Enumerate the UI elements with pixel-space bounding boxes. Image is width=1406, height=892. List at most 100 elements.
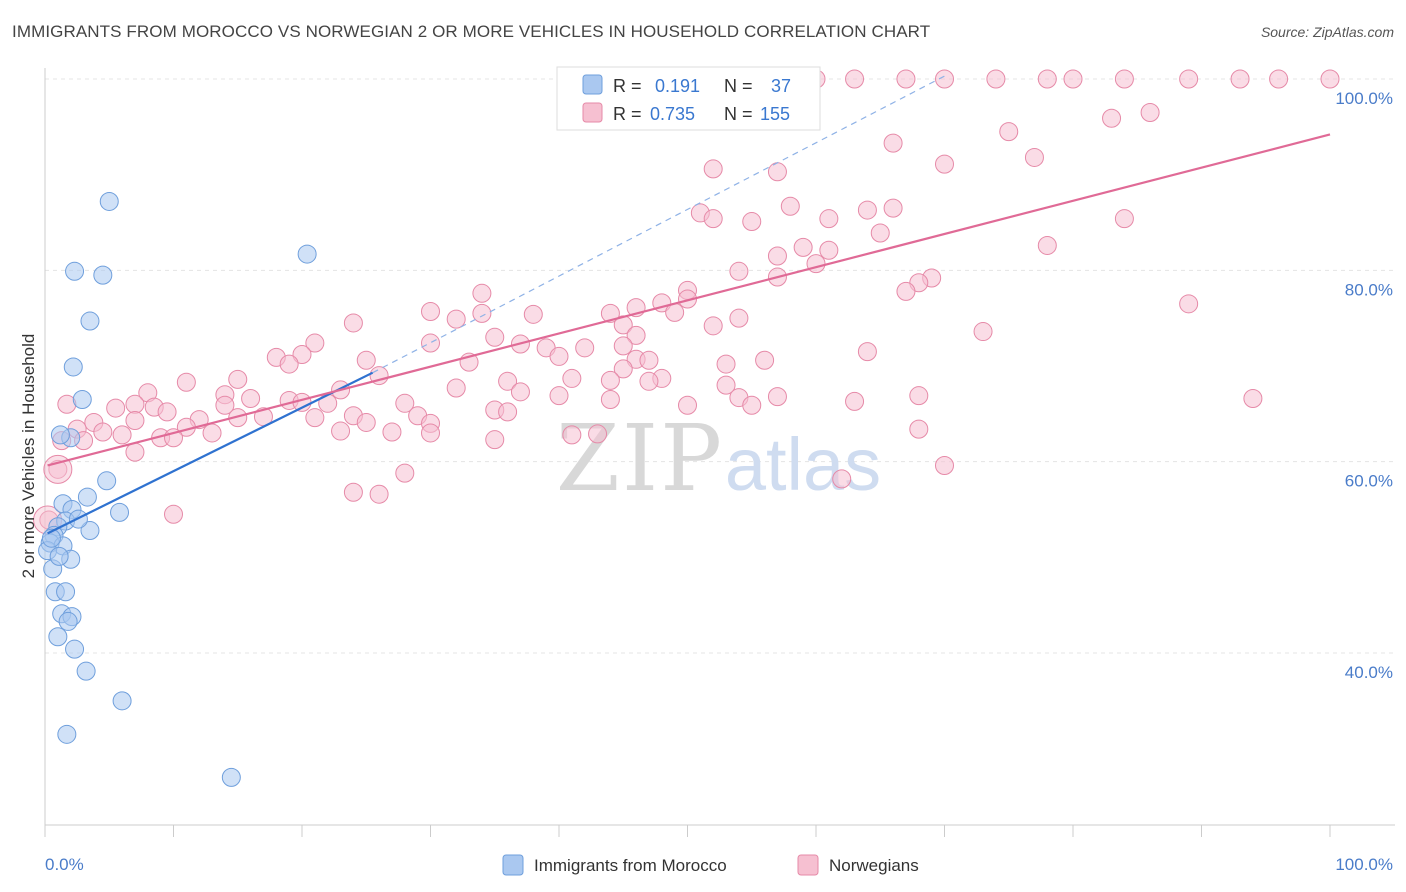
- norwegian-point: [176, 372, 196, 392]
- norwegian-point: [549, 346, 569, 366]
- norwegian-point: [1102, 108, 1122, 128]
- y-tick-label: 100.0%: [1335, 89, 1393, 108]
- morocco-point: [56, 582, 76, 602]
- y-axis-label: 2 or more Vehicles in Household: [19, 334, 38, 579]
- norwegian-point: [369, 484, 389, 504]
- norwegian-point: [215, 395, 235, 415]
- morocco-point: [57, 724, 77, 744]
- x-tick-label-right: 100.0%: [1335, 855, 1393, 874]
- norwegian-point: [896, 69, 916, 89]
- norwegian-point: [703, 316, 723, 336]
- norwegian-point: [870, 223, 890, 243]
- norwegian-point: [742, 395, 762, 415]
- norwegian-point: [1230, 69, 1250, 89]
- stats-n-label-blue: N =: [724, 76, 753, 96]
- norwegian-point: [999, 122, 1019, 142]
- morocco-point: [48, 627, 68, 647]
- norwegian-point: [106, 398, 126, 418]
- norwegian-point: [678, 395, 697, 415]
- norwegian-point: [883, 133, 903, 153]
- norwegian-point: [1024, 147, 1044, 167]
- y-tick-label: 60.0%: [1345, 472, 1393, 491]
- axes: [44, 68, 1395, 826]
- norwegian-point: [857, 200, 877, 220]
- norwegian-point: [241, 389, 261, 409]
- y-tick-labels: 100.0% 80.0% 60.0% 40.0%: [1335, 89, 1393, 682]
- norwegian-point: [986, 69, 1006, 89]
- morocco-point: [77, 487, 97, 507]
- norwegian-point: [472, 283, 492, 303]
- norwegian-point: [523, 304, 543, 324]
- morocco-point: [58, 611, 78, 631]
- norwegian-point: [729, 308, 749, 328]
- stats-box: R = 0.191 N = 37 R = 0.735 N = 155: [556, 66, 821, 131]
- norwegian-point: [613, 359, 633, 379]
- morocco-point: [63, 357, 83, 377]
- morocco-points: [38, 191, 317, 787]
- norwegian-point: [935, 455, 954, 475]
- norwegian-point: [639, 350, 659, 370]
- x-tick-label-left: 0.0%: [45, 855, 84, 874]
- stats-r-value-pink: 0.735: [650, 104, 695, 124]
- norwegian-point: [93, 422, 113, 442]
- morocco-point: [49, 546, 69, 566]
- norwegian-point: [305, 333, 325, 353]
- morocco-trend-extension: [372, 75, 945, 374]
- morocco-point: [221, 767, 241, 787]
- stats-n-label-pink: N =: [724, 104, 753, 124]
- norwegian-point: [125, 442, 145, 462]
- x-tick-labels: 0.0% 100.0%: [45, 855, 1393, 874]
- morocco-point: [80, 521, 100, 541]
- norwegian-point: [1243, 389, 1263, 409]
- norwegian-point: [973, 322, 993, 342]
- norwegian-point: [498, 402, 518, 422]
- norwegian-point: [1037, 235, 1057, 255]
- norwegian-point: [446, 378, 466, 398]
- morocco-point: [72, 389, 92, 409]
- stats-n-value-pink: 155: [760, 104, 790, 124]
- norwegian-point: [562, 368, 582, 388]
- stats-r-label-blue: R =: [613, 76, 642, 96]
- norwegian-point: [703, 209, 723, 229]
- morocco-point: [97, 471, 117, 491]
- morocco-point: [41, 528, 61, 548]
- morocco-point: [112, 691, 132, 711]
- norwegian-point: [1114, 69, 1134, 89]
- morocco-point: [110, 502, 130, 522]
- norwegian-point: [356, 412, 376, 432]
- norwegian-point: [395, 393, 415, 413]
- norwegian-point: [883, 198, 903, 218]
- legend-label-norwegians: Norwegians: [829, 856, 919, 875]
- source-credit: Source: ZipAtlas.com: [1260, 24, 1394, 40]
- norwegian-point: [421, 301, 440, 321]
- stats-r-value-blue: 0.191: [655, 76, 700, 96]
- norwegian-point: [562, 425, 582, 445]
- norwegian-point: [767, 246, 787, 266]
- norwegian-point: [793, 237, 813, 257]
- watermark-atlas: atlas: [725, 423, 881, 506]
- norwegian-point: [485, 430, 505, 450]
- norwegian-point: [1063, 69, 1083, 89]
- stats-n-value-blue: 37: [771, 76, 791, 96]
- x-ticks: [44, 825, 1331, 837]
- norwegian-point: [1269, 69, 1289, 89]
- norwegian-point: [382, 422, 402, 442]
- norwegian-point: [1320, 69, 1340, 89]
- norwegian-point: [498, 371, 518, 391]
- norwegian-point: [819, 240, 839, 260]
- morocco-point: [65, 261, 85, 281]
- norwegian-point: [819, 209, 839, 229]
- norwegian-point: [164, 504, 183, 524]
- morocco-point: [65, 639, 85, 659]
- norwegian-point: [703, 159, 723, 179]
- norwegian-point: [716, 375, 736, 395]
- norwegian-point: [343, 482, 363, 502]
- norwegians-trend-line: [47, 133, 1331, 467]
- norwegian-point: [588, 424, 608, 444]
- legend-swatch-norwegians: [797, 854, 819, 876]
- norwegian-point: [896, 281, 916, 301]
- norwegian-point: [112, 425, 132, 445]
- y-tick-label: 80.0%: [1345, 280, 1393, 299]
- norwegian-point: [935, 69, 954, 89]
